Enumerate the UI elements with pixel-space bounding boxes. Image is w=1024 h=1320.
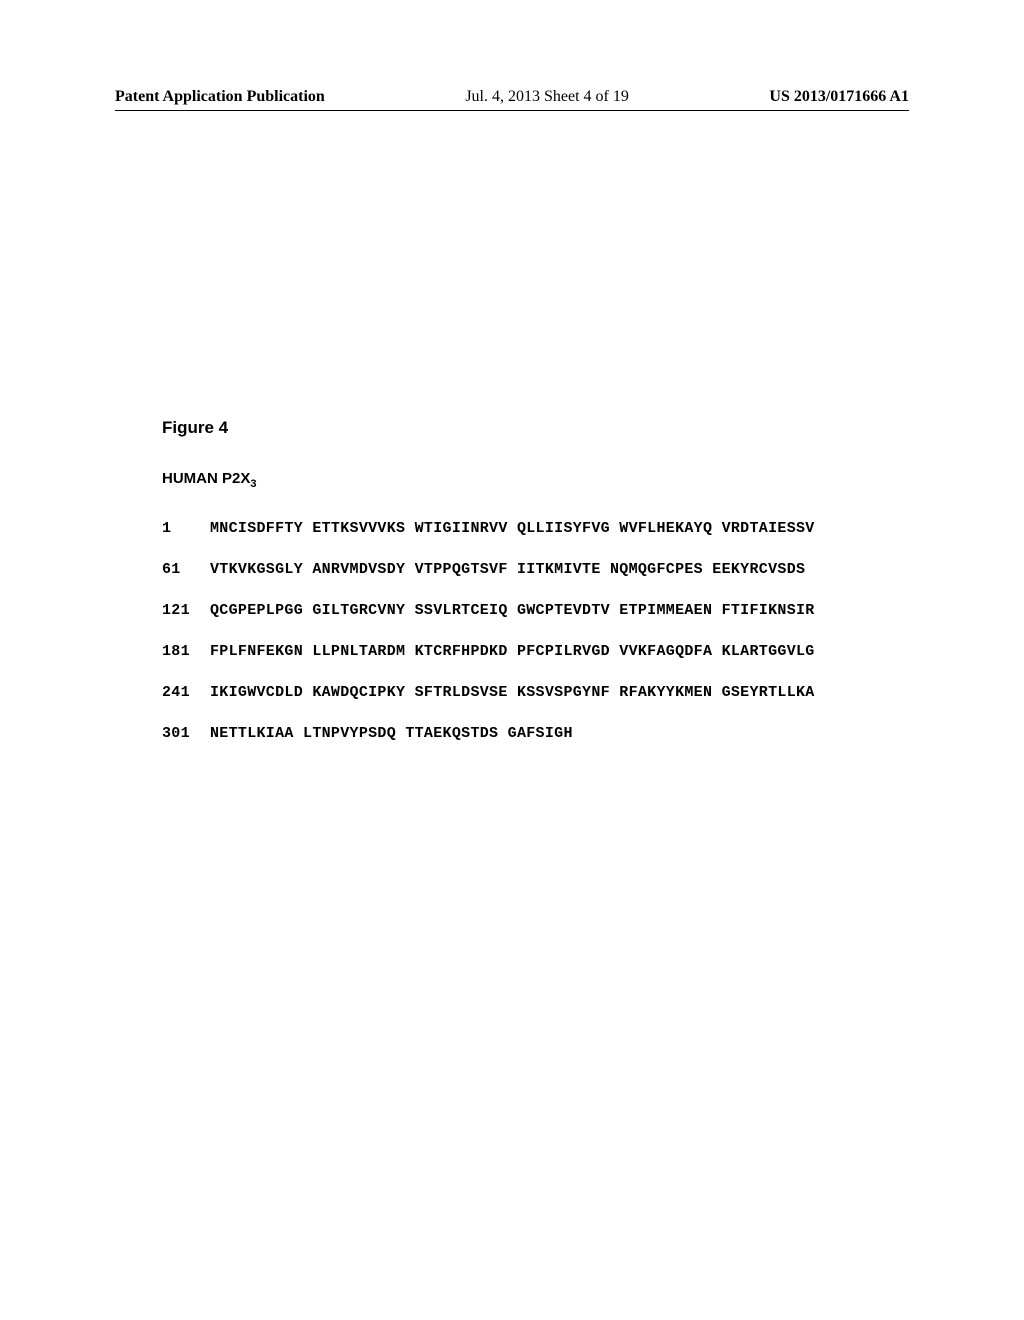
- sequence-position: 1: [162, 520, 210, 537]
- sequence-blocks: MNCISDFFTY ETTKSVVVKS WTIGIINRVV QLLIISY…: [210, 520, 884, 537]
- sequence-row: 301 NETTLKIAA LTNPVYPSDQ TTAEKQSTDS GAFS…: [162, 725, 884, 742]
- header-publication-label: Patent Application Publication: [115, 88, 325, 106]
- sequence-blocks: FPLFNFEKGN LLPNLTARDM KTCRFHPDKD PFCPILR…: [210, 643, 884, 660]
- sequence-position: 61: [162, 561, 210, 578]
- sequence-blocks: QCGPEPLPGG GILTGRCVNY SSVLRTCEIQ GWCPTEV…: [210, 602, 884, 619]
- sequence-row: 61 VTKVKGSGLY ANRVMDVSDY VTPPQGTSVF IITK…: [162, 561, 884, 578]
- sequence-blocks: NETTLKIAA LTNPVYPSDQ TTAEKQSTDS GAFSIGH: [210, 725, 884, 742]
- sequence-row: 121 QCGPEPLPGG GILTGRCVNY SSVLRTCEIQ GWC…: [162, 602, 884, 619]
- sequence-blocks: IKIGWVCDLD KAWDQCIPKY SFTRLDSVSE KSSVSPG…: [210, 684, 884, 701]
- sequence-blocks: VTKVKGSGLY ANRVMDVSDY VTPPQGTSVF IITKMIV…: [210, 561, 884, 578]
- header-date-sheet: Jul. 4, 2013 Sheet 4 of 19: [465, 88, 629, 106]
- protein-title: HUMAN P2X3: [162, 470, 884, 490]
- header-publication-number: US 2013/0171666 A1: [769, 88, 909, 106]
- protein-title-subscript: 3: [250, 478, 256, 490]
- sequence-position: 301: [162, 725, 210, 742]
- figure-label: Figure 4: [162, 418, 884, 438]
- header-divider: [115, 110, 909, 111]
- page-header: Patent Application Publication Jul. 4, 2…: [115, 88, 909, 106]
- sequence-row: 1 MNCISDFFTY ETTKSVVVKS WTIGIINRVV QLLII…: [162, 520, 884, 537]
- protein-title-prefix: HUMAN P2X: [162, 470, 250, 487]
- sequence-position: 181: [162, 643, 210, 660]
- sequence-position: 121: [162, 602, 210, 619]
- sequence-row: 241 IKIGWVCDLD KAWDQCIPKY SFTRLDSVSE KSS…: [162, 684, 884, 701]
- sequence-position: 241: [162, 684, 210, 701]
- content-area: Figure 4 HUMAN P2X3 1 MNCISDFFTY ETTKSVV…: [162, 418, 884, 766]
- sequence-row: 181 FPLFNFEKGN LLPNLTARDM KTCRFHPDKD PFC…: [162, 643, 884, 660]
